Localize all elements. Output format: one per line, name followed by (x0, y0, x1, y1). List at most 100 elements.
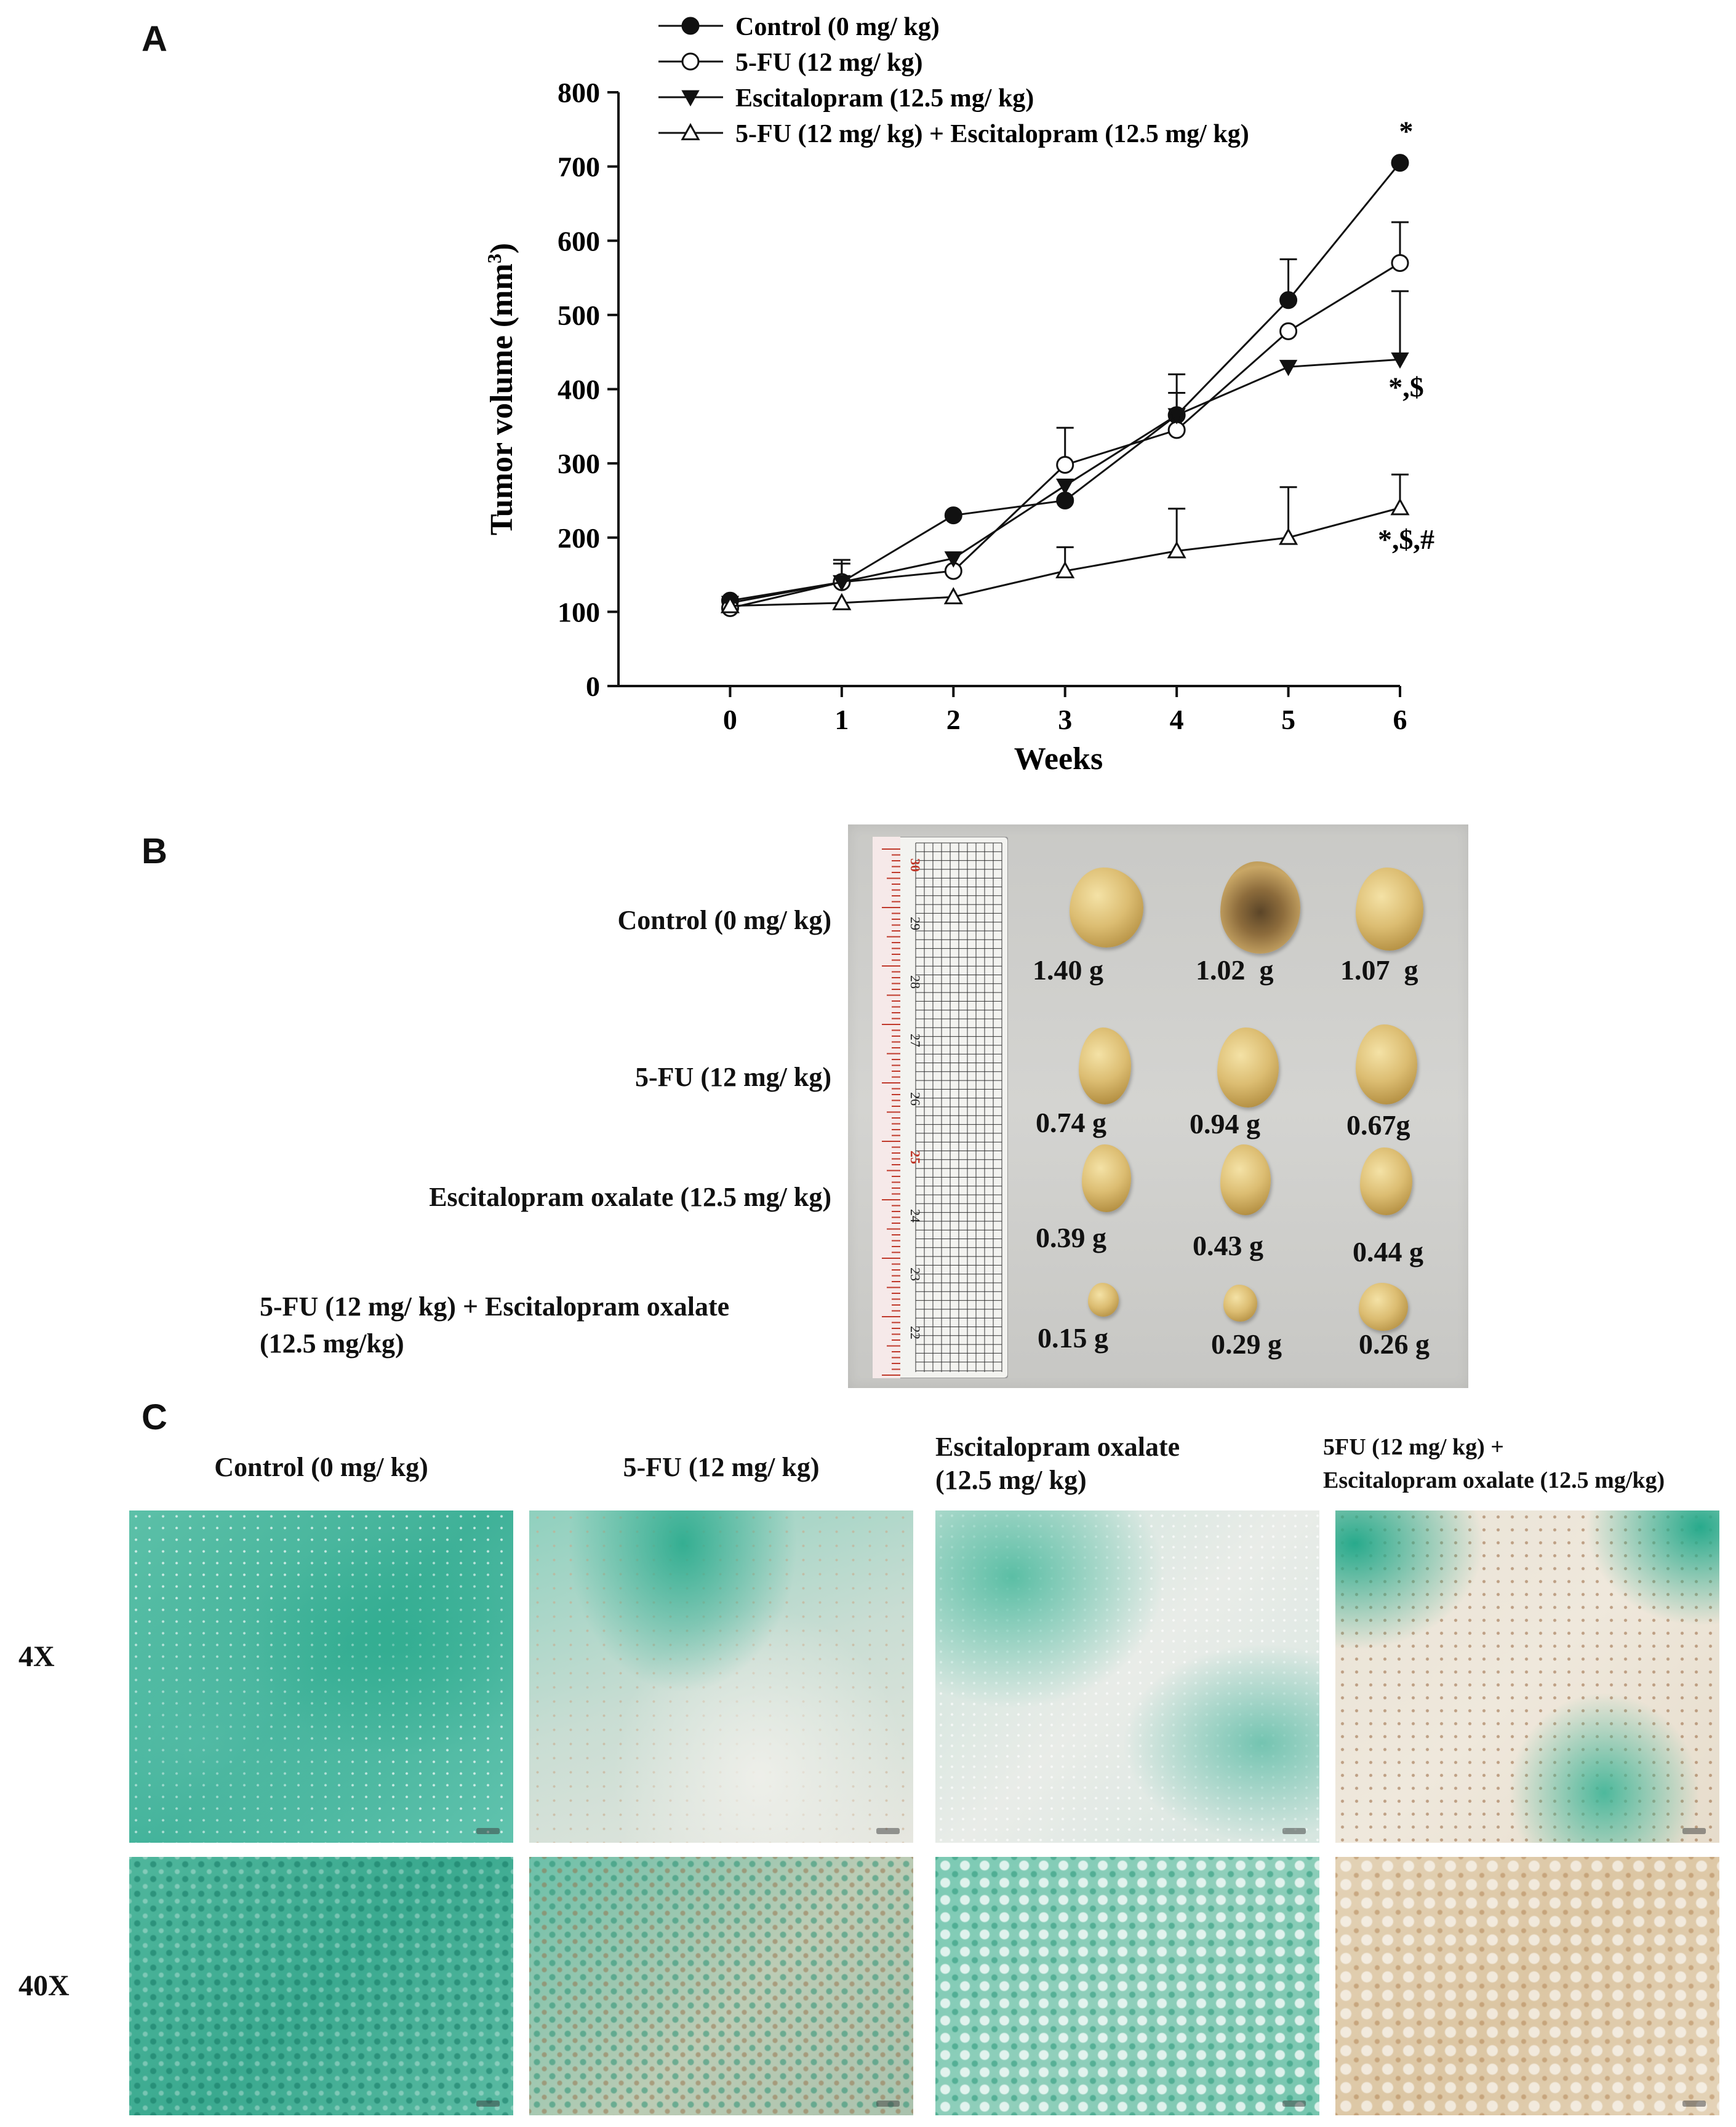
scale-bar (876, 2101, 900, 2107)
ruler-number: 24 (908, 1209, 923, 1223)
x-tick-label: 0 (723, 704, 737, 735)
legend-marker (681, 52, 700, 71)
micrograph-escitalopram-40x (935, 1857, 1319, 2115)
y-tick-label: 700 (558, 151, 600, 183)
tumor-combination-2 (1223, 1285, 1257, 1322)
column-header-escitalopram-line2: (12.5 mg/ kg) (935, 1465, 1087, 1495)
tumor-escitalopram-3 (1360, 1147, 1412, 1215)
ruler-body (873, 837, 1008, 1378)
column-header-5fu: 5-FU (12 mg/ kg) (529, 1451, 913, 1484)
weight-control-1: 1.40 g (1033, 954, 1103, 986)
scale-bar (1682, 1828, 1706, 1834)
x-tick-label: 6 (1393, 704, 1407, 735)
data-point (1279, 322, 1298, 340)
group-label-5fu: 5-FU (12 mg/ kg) (635, 1062, 831, 1092)
x-tick-label: 5 (1281, 704, 1295, 735)
magnification-label-40x: 40X (18, 1969, 70, 2002)
tumor-escitalopram-2 (1220, 1144, 1271, 1215)
tumor-5fu-3 (1356, 1024, 1417, 1104)
scale-bar (476, 1828, 500, 1834)
series-1 (721, 154, 1409, 610)
legend-entry-3: Escitalopram (12.5 mg/ kg) (658, 84, 1034, 113)
data-point (833, 575, 851, 592)
weight-escitalopram-3: 0.44 g (1353, 1236, 1423, 1267)
column-header-escitalopram-line1: Escitalopram oxalate (935, 1432, 1180, 1462)
legend-label: 5-FU (12 mg/ kg) + Escitalopram (12.5 mg… (735, 120, 1249, 148)
data-point (1391, 352, 1409, 369)
legend-entry-4: 5-FU (12 mg/ kg) + Escitalopram (12.5 mg… (658, 120, 1249, 148)
x-tick-label: 1 (834, 704, 849, 735)
group-label-combination-line2: (12.5 mg/kg) (260, 1328, 404, 1359)
series-4 (720, 473, 1410, 613)
tumor-control-3 (1356, 868, 1423, 951)
x-axis-label: Weeks (1014, 741, 1103, 776)
micrograph-combination-4x (1335, 1510, 1719, 1843)
y-tick-label: 0 (586, 671, 600, 702)
x-tick-label: 4 (1170, 704, 1184, 735)
column-header-control: Control (0 mg/ kg) (129, 1451, 513, 1484)
ruler-number: 25 (908, 1151, 923, 1164)
micrograph-escitalopram-4x (935, 1510, 1319, 1843)
weight-combination-1: 0.15 g (1038, 1322, 1108, 1354)
legend-entry-1: Control (0 mg/ kg) (658, 13, 940, 41)
y-tick-label: 400 (558, 374, 600, 405)
weight-escitalopram-1: 0.39 g (1036, 1222, 1106, 1253)
tumor-escitalopram-1 (1082, 1144, 1131, 1212)
weight-5fu-1: 0.74 g (1036, 1107, 1106, 1138)
data-point (1391, 154, 1409, 172)
micrograph-combination-40x (1335, 1857, 1719, 2115)
data-point (944, 506, 962, 525)
micrograph-control-4x (129, 1510, 513, 1843)
column-header-combination-line2: Escitalopram oxalate (12.5 mg/kg) (1323, 1467, 1665, 1493)
ruler-number: 29 (908, 917, 923, 930)
y-tick-label: 200 (558, 522, 600, 554)
column-header-escitalopram: Escitalopram oxalate (12.5 mg/ kg) (935, 1431, 1305, 1497)
data-point (1167, 408, 1186, 425)
group-label-escitalopram: Escitalopram oxalate (12.5 mg/ kg) (429, 1182, 831, 1212)
scale-bar (1282, 1828, 1306, 1834)
ruler-number: 26 (908, 1092, 923, 1106)
legend-label: Escitalopram (12.5 mg/ kg) (735, 84, 1034, 113)
data-point (1056, 478, 1074, 495)
significance-annotation: *,$,# (1378, 524, 1434, 555)
data-point (1056, 456, 1074, 474)
significance-annotation: * (1399, 115, 1414, 146)
micrograph-control-40x (129, 1857, 513, 2115)
significance-annotation: *,$ (1388, 372, 1424, 403)
legend-marker (681, 90, 700, 107)
legend-entry-2: 5-FU (12 mg/ kg) (658, 49, 922, 77)
tumor-photograph: 30292827262524232221 1.40 g 1.02 g 1.07 … (848, 824, 1468, 1388)
scale-bar (876, 1828, 900, 1834)
y-tick-label: 500 (558, 300, 600, 331)
data-point (720, 596, 740, 613)
ruler-number: 22 (908, 1326, 923, 1339)
magnification-label-4x: 4X (18, 1640, 55, 1673)
group-label-control: Control (0 mg/ kg) (617, 905, 831, 935)
micrograph-5fu-4x (529, 1510, 913, 1843)
y-axis-label: Tumor volume (mm3) (483, 243, 519, 535)
ruler-number: 30 (908, 858, 923, 872)
tumor-volume-chart: 0 100 200 300 400 500 600 700 800 0 1 2 3 4 5 6 Weeks Tum… (483, 13, 1434, 776)
panel-label-a: A (142, 19, 167, 59)
ruler: 30292827262524232221 (873, 837, 1008, 1378)
tumor-combination-1 (1088, 1283, 1119, 1317)
y-tick-label: 300 (558, 448, 600, 479)
legend-label: 5-FU (12 mg/ kg) (735, 49, 922, 77)
weight-control-2: 1.02 g (1196, 954, 1274, 986)
scale-bar (476, 2101, 500, 2107)
panel-label-b: B (142, 831, 167, 871)
x-tick-label: 2 (946, 704, 961, 735)
legend-marker (681, 122, 700, 140)
scale-bar (1282, 2101, 1306, 2107)
data-point (1279, 359, 1298, 377)
tumor-combination-3 (1359, 1283, 1408, 1331)
weight-combination-3: 0.26 g (1359, 1328, 1430, 1360)
ruler-number: 27 (908, 1034, 923, 1047)
weight-5fu-2: 0.94 g (1190, 1108, 1260, 1139)
data-point (832, 593, 852, 610)
data-point (944, 551, 962, 568)
weight-escitalopram-2: 0.43 g (1193, 1230, 1263, 1261)
y-tick-label: 100 (558, 596, 600, 628)
data-point (1167, 541, 1186, 559)
y-tick-label: 600 (558, 225, 600, 257)
